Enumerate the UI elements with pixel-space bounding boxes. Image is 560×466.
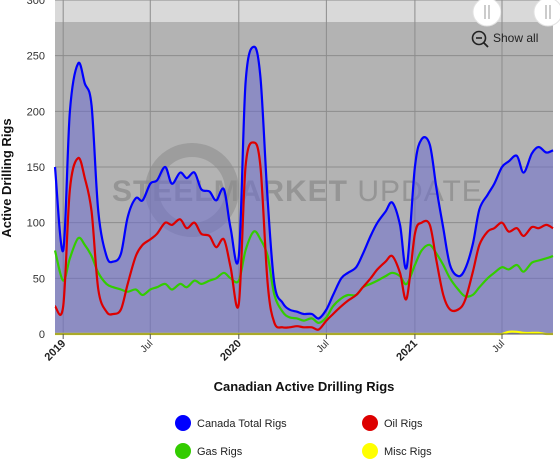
y-tick-label: 0 [39,329,45,341]
y-tick-label: 300 [27,0,45,7]
navigator-handle-right[interactable] [534,0,560,26]
x-axis-ticks: 2019 Jul 2020 Jul 2021 Jul [43,334,508,363]
legend-marker [362,443,378,459]
y-tick-label: 100 [27,218,45,230]
y-axis-title: Active Drilling Rigs [0,118,14,237]
legend-item-misc-rigs[interactable]: Misc Rigs [362,443,432,459]
x-tick-label: 2021 [394,338,420,364]
legend-label: Misc Rigs [384,446,432,458]
legend-marker [175,443,191,459]
show-all-label: Show all [493,31,538,45]
legend-item-oil-rigs[interactable]: Oil Rigs [362,415,423,431]
legend-label: Oil Rigs [384,418,423,430]
legend-label: Gas Rigs [197,446,243,458]
legend-item-gas-rigs[interactable]: Gas Rigs [175,443,243,459]
x-tick-label: 2019 [43,338,69,364]
y-tick-label: 200 [27,106,45,118]
x-tick-label: 2020 [218,338,244,364]
legend-marker [175,415,191,431]
navigator-handle-left[interactable] [473,0,501,26]
show-all-button[interactable]: Show all [466,28,546,50]
x-tick-label: Jul [490,338,507,355]
legend-marker [362,415,378,431]
legend-label: Canada Total Rigs [197,418,287,430]
x-tick-label: Jul [139,338,156,355]
y-tick-label: 50 [33,273,45,285]
y-axis-ticks: 0 50 100 150 200 250 300 [27,0,45,341]
x-axis-title: Canadian Active Drilling Rigs [214,379,395,394]
y-tick-label: 150 [27,162,45,174]
legend-item-canada-total-rigs[interactable]: Canada Total Rigs [175,415,287,431]
legend: Canada Total Rigs Oil Rigs Gas Rigs Misc Ri… [175,415,432,459]
y-tick-label: 250 [27,51,45,63]
x-tick-label: Jul [315,338,332,355]
